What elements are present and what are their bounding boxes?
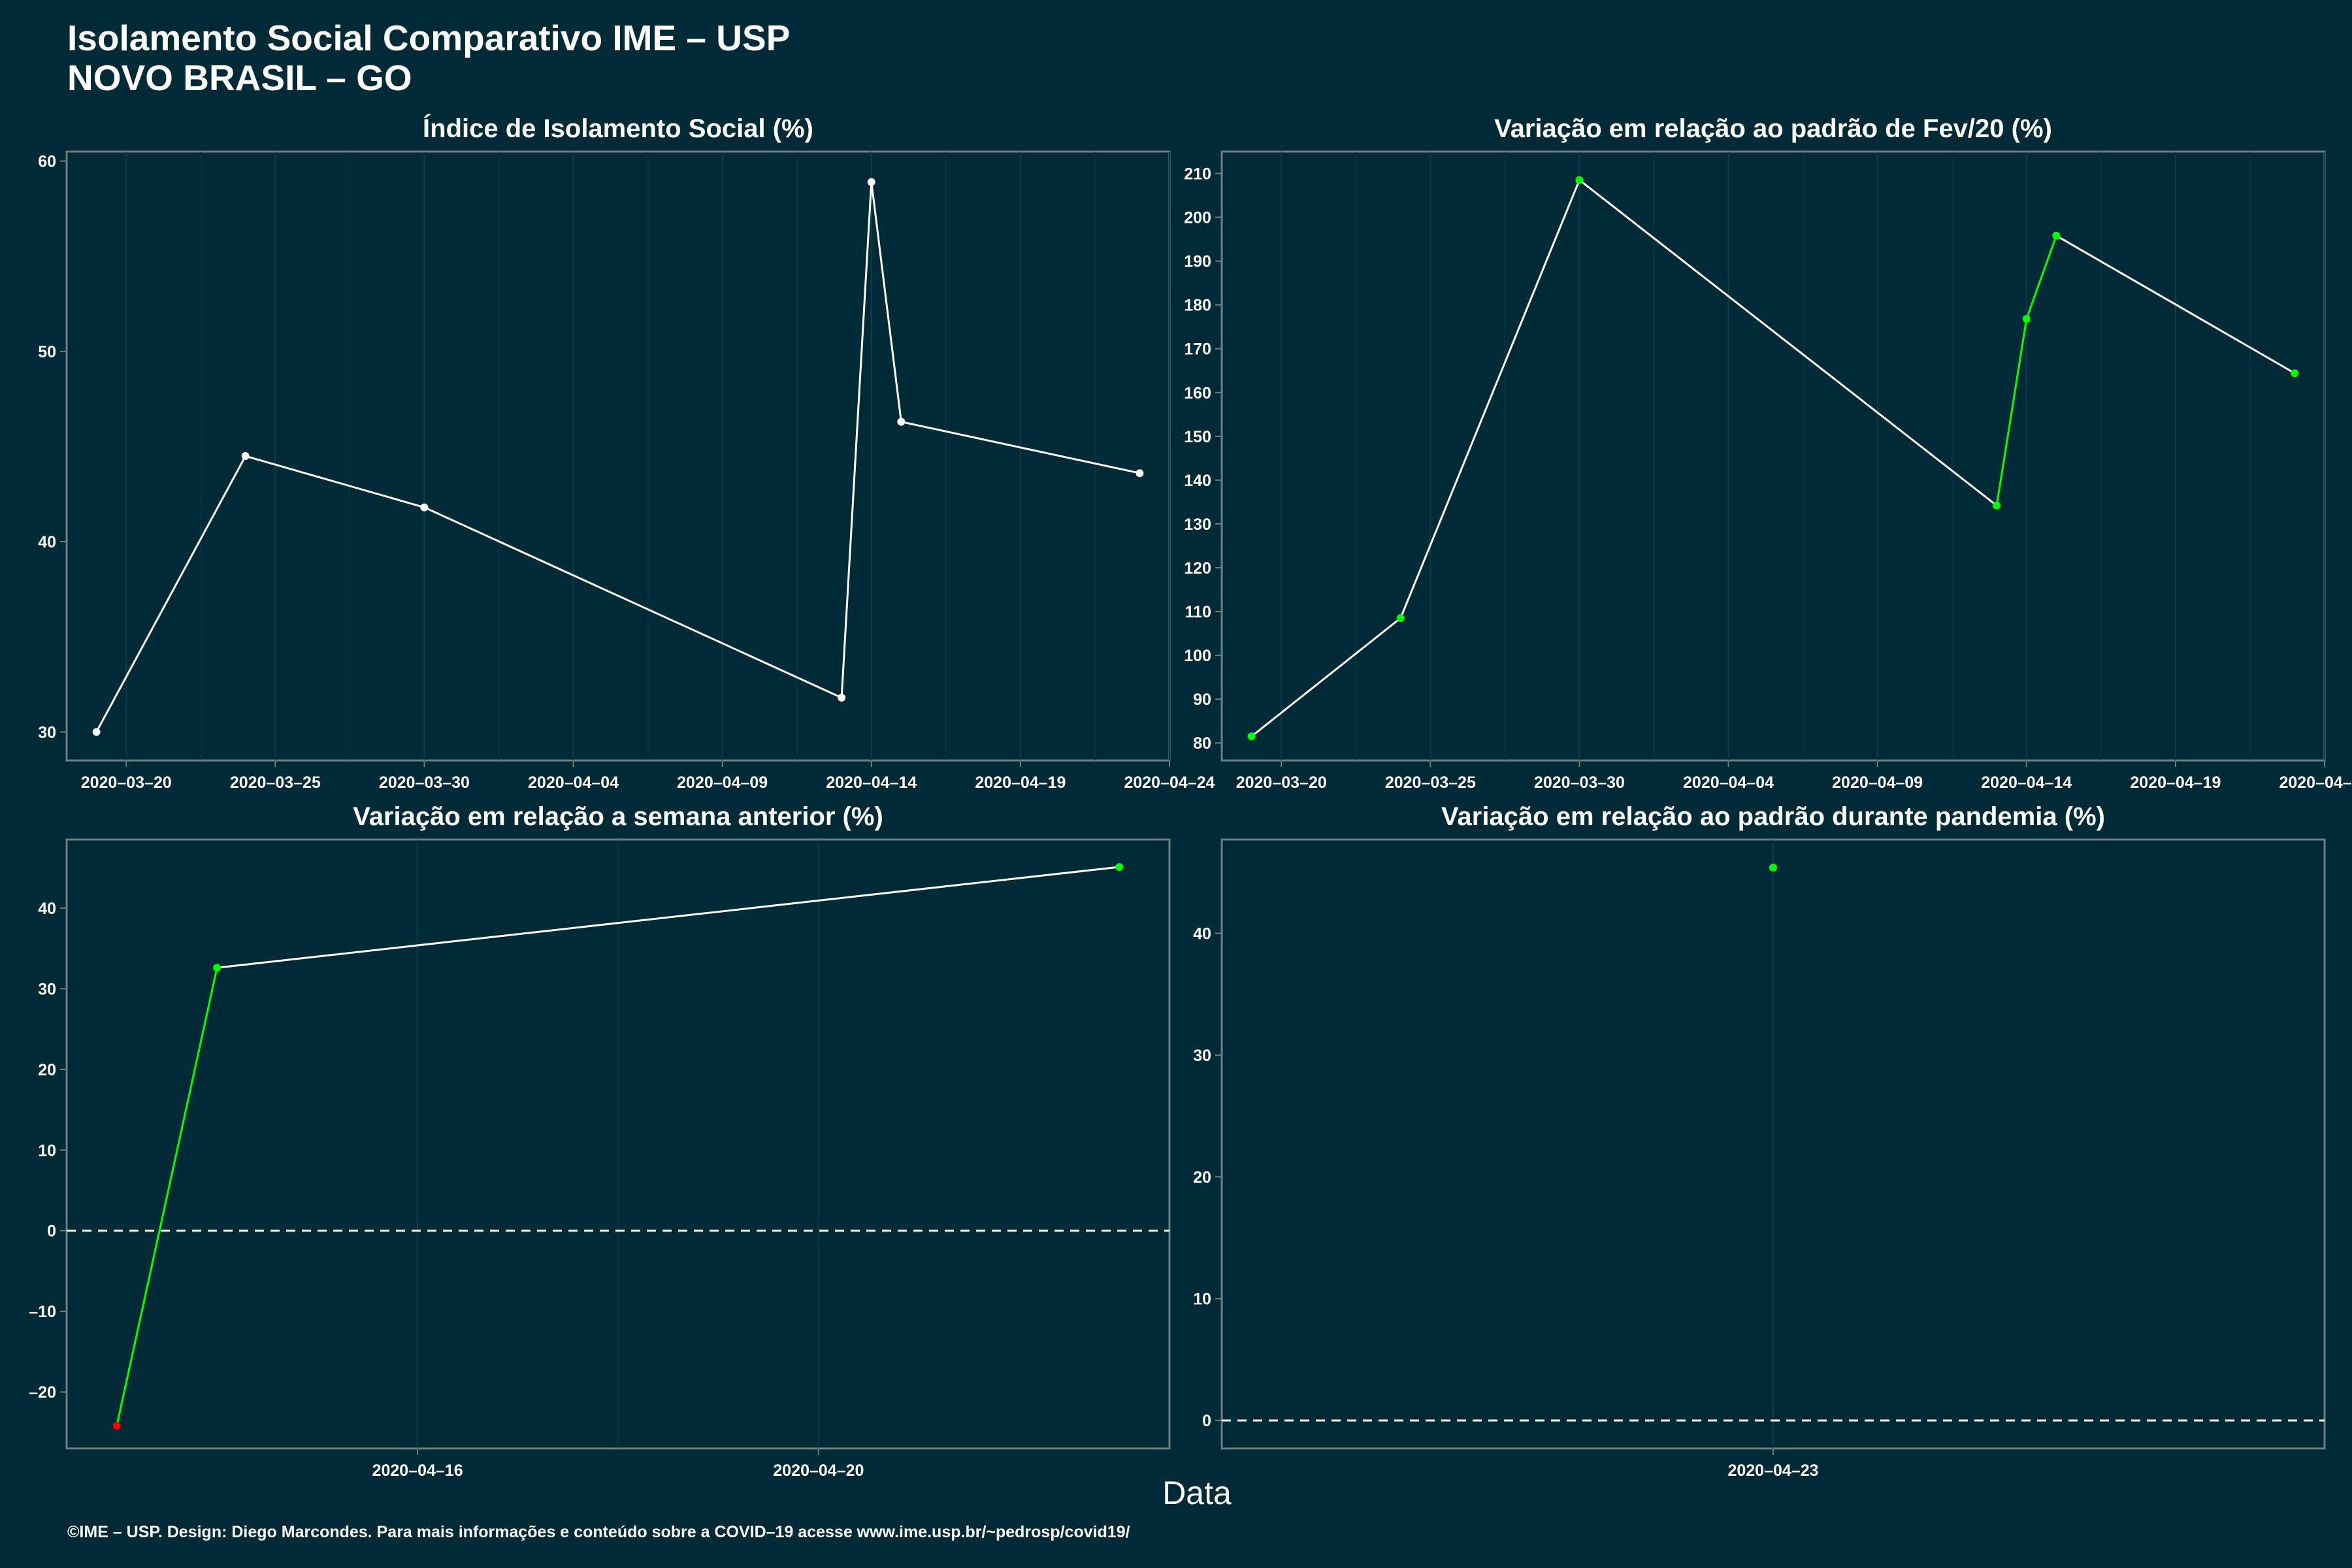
y-tick-label: 30	[1193, 1047, 1211, 1065]
data-point	[1769, 863, 1777, 872]
figure-title-line2: NOVO BRASIL – GO	[67, 57, 412, 98]
y-tick-label: –10	[29, 1303, 56, 1321]
y-tick-label: 190	[1184, 253, 1211, 271]
series-line-segment	[1578, 179, 1998, 506]
series-line-segment	[870, 182, 902, 422]
series-line-segment	[2055, 235, 2296, 374]
data-point	[213, 964, 221, 972]
series-line-segment	[1995, 318, 2028, 506]
x-tick-label: 2020–03–30	[1534, 774, 1625, 792]
data-point	[1396, 614, 1405, 623]
y-tick-label: 80	[1193, 734, 1211, 753]
y-tick-label: 60	[38, 153, 56, 171]
x-tick-label: 2020–04–14	[1981, 774, 2072, 792]
y-tick-label: 0	[1202, 1412, 1211, 1430]
data-point	[112, 1422, 121, 1430]
data-point	[1575, 176, 1584, 184]
panel-variation-previous-week: Variação em relação a semana anterior (%…	[29, 802, 1171, 1480]
data-point	[92, 728, 101, 736]
panel-variation-pandemic-pattern: Variação em relação ao padrão durante pa…	[1193, 802, 2326, 1480]
x-tick-label: 2020–03–30	[379, 774, 470, 792]
y-tick-label: 20	[1193, 1168, 1211, 1186]
y-tick-label: 40	[38, 533, 56, 551]
x-tick-label: 2020–04–19	[975, 774, 1066, 792]
data-point	[2291, 369, 2299, 378]
x-tick-label: 2020–04–23	[1727, 1462, 1818, 1480]
data-point	[867, 178, 875, 186]
y-tick-label: 200	[1184, 209, 1211, 227]
data-point	[241, 452, 250, 460]
data-point	[2022, 315, 2031, 323]
panel-title: Variação em relação ao padrão de Fev/20 …	[1494, 114, 2052, 143]
x-tick-label: 2020–04–19	[2130, 774, 2221, 792]
y-tick-label: 10	[38, 1141, 56, 1160]
y-tick-label: 130	[1184, 515, 1211, 534]
data-point	[1993, 501, 2001, 510]
panel-isolation-index: Índice de Isolamento Social (%) 2020–03–2…	[38, 114, 1215, 792]
x-tick-label: 2020–03–25	[1385, 774, 1476, 792]
series-line-segment	[1399, 180, 1580, 619]
figure-title-line1: Isolamento Social Comparativo IME – USP	[67, 18, 790, 58]
y-tick-label: 120	[1184, 559, 1211, 578]
x-tick-label: 2020–04–04	[1683, 774, 1774, 792]
x-tick-label: 2020–04–24	[1124, 774, 1215, 792]
series-line-segment	[2025, 235, 2057, 319]
y-tick-label: 170	[1184, 340, 1211, 359]
data-point	[1247, 732, 1256, 741]
footer-caption: ©IME – USP. Design: Diego Marcondes. Par…	[67, 1523, 1130, 1541]
data-point	[1135, 469, 1144, 478]
y-tick-label: 30	[38, 980, 56, 998]
x-tick-label: 2020–04–14	[826, 774, 917, 792]
series-line-segment	[901, 421, 1140, 474]
x-tick-label: 2020–04–09	[1832, 774, 1923, 792]
x-tick-label: 2020–04–16	[372, 1462, 463, 1480]
series-line-segment	[423, 506, 842, 699]
data-point	[1115, 862, 1124, 871]
plot-area	[1220, 150, 2326, 762]
y-tick-label: 160	[1184, 384, 1211, 402]
x-tick-label: 2020–03–25	[230, 774, 321, 792]
series-line-segment	[116, 967, 218, 1426]
series-line-segment	[217, 866, 1120, 969]
data-point	[420, 503, 429, 512]
y-tick-label: 150	[1184, 428, 1211, 446]
y-tick-label: 40	[1193, 925, 1211, 943]
x-tick-label: 2020–03–20	[81, 774, 172, 792]
y-tick-label: 50	[38, 343, 56, 361]
x-tick-label: 2020–03–20	[1236, 774, 1327, 792]
x-axis-label: Data	[1162, 1475, 1232, 1511]
y-tick-label: 210	[1184, 165, 1211, 184]
y-tick-label: –20	[29, 1384, 56, 1402]
y-tick-label: 30	[38, 723, 56, 742]
panel-title: Índice de Isolamento Social (%)	[423, 114, 813, 143]
x-tick-label: 2020–04–24	[2279, 774, 2352, 792]
panel-title: Variação em relação a semana anterior (%…	[353, 802, 883, 831]
y-tick-label: 40	[38, 900, 56, 918]
panel-title: Variação em relação ao padrão durante pa…	[1441, 802, 2105, 831]
x-tick-label: 2020–04–04	[528, 774, 619, 792]
y-tick-label: 140	[1184, 472, 1211, 490]
y-tick-label: 180	[1184, 297, 1211, 315]
y-tick-label: 110	[1185, 603, 1211, 621]
panel-variation-feb20: Variação em relação ao padrão de Fev/20 …	[1184, 114, 2352, 792]
y-tick-label: 10	[1193, 1290, 1211, 1309]
data-point	[897, 417, 906, 426]
y-tick-label: 20	[38, 1061, 56, 1079]
series-line-segment	[245, 455, 425, 509]
data-point	[2052, 231, 2061, 240]
y-tick-label: 0	[47, 1222, 56, 1241]
data-point	[838, 693, 846, 702]
x-tick-label: 2020–04–20	[773, 1462, 864, 1480]
series-line-segment	[1250, 617, 1401, 738]
y-tick-label: 90	[1193, 691, 1211, 709]
plot-area	[65, 150, 1171, 762]
series-line-segment	[840, 182, 873, 698]
y-tick-label: 100	[1184, 647, 1211, 665]
series-line-segment	[95, 455, 247, 733]
x-tick-label: 2020–04–09	[677, 774, 768, 792]
